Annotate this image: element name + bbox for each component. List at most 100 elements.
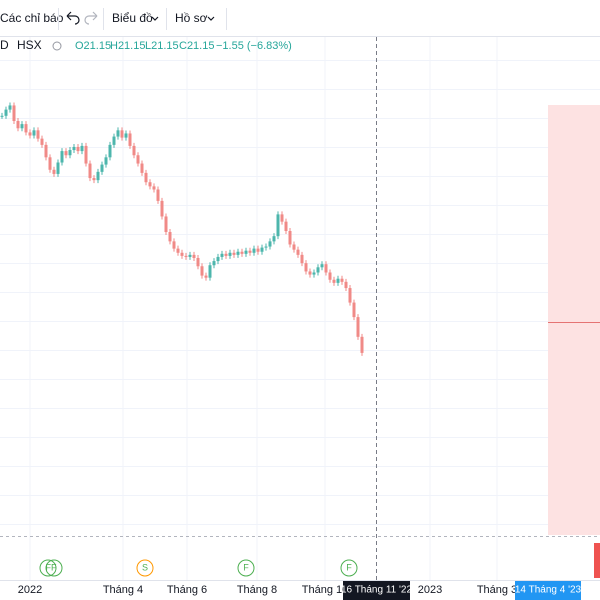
candle [228,252,232,256]
x-label: Tháng 6 [167,584,207,596]
candle [92,178,96,181]
candle [284,221,288,231]
candle [140,163,144,173]
candle [148,182,152,187]
event-label: FF [46,562,57,572]
candle [104,157,108,165]
candle [212,261,216,266]
selected-label: 14 Tháng 4 '23 [515,585,582,596]
candle [36,130,40,139]
candle [316,267,320,273]
x-label: Tháng 10 [302,584,348,596]
event-marker[interactable] [237,559,255,577]
candle [124,133,128,138]
candle [4,109,8,116]
candle [320,264,324,268]
candle [304,263,308,272]
chevron [207,16,215,21]
candle [192,254,196,258]
event-label: F [243,562,249,572]
candle [160,200,164,217]
event-label: F [346,562,352,572]
candle [288,230,292,245]
selected-label-bg [515,581,581,600]
candle [44,144,48,158]
candle [300,254,304,264]
legend-toggle[interactable] [52,41,62,51]
candle [296,249,300,255]
candle [28,132,32,136]
position-marker [594,543,600,578]
candle [348,288,352,303]
event-label: S [142,562,148,572]
candles [0,102,364,356]
candle [100,164,104,172]
candle [200,266,204,276]
candle [60,151,64,163]
candle [128,133,132,146]
toolbar: Các chỉ báo Biểu đồ Hồ sơ [0,0,600,37]
candle [196,257,200,267]
horizontal-grid [0,60,600,525]
candle [156,189,160,201]
candle [356,317,360,337]
open: O21.15 [75,40,111,52]
candle [264,246,268,248]
candle [168,232,172,242]
x-label: Tháng 4 [103,584,143,596]
candle [72,146,76,151]
candle [76,146,80,152]
candle [48,157,52,170]
candle [136,155,140,164]
candle [112,136,116,145]
candle [188,254,192,257]
x-label: 2022 [18,584,42,596]
candle [308,271,312,275]
candle [144,172,148,183]
x-label: Tháng 8 [237,584,277,596]
event-marker[interactable] [39,559,57,577]
events: FF S F F [39,559,358,577]
candle [236,251,240,255]
candle [180,252,184,256]
undo-icon[interactable] [66,11,80,25]
chart-menu[interactable]: Biểu đồ [112,11,153,25]
candle [244,250,248,254]
profile-menu[interactable]: Hồ sơ [175,11,208,25]
event-marker[interactable] [45,559,63,577]
candle [164,216,168,233]
redo-icon[interactable] [84,11,98,25]
candle [272,236,276,242]
candle [352,302,356,318]
candle [340,278,344,282]
indicators-button[interactable]: Các chỉ báo [0,11,64,25]
candle [248,250,252,253]
candle [12,105,16,122]
candle [108,144,112,158]
candle [224,253,228,256]
candle [260,247,264,252]
candle [240,251,244,254]
candle [120,130,124,138]
candle [204,275,208,278]
close: C21.15 [179,40,214,52]
candle [96,171,100,181]
candle [312,272,316,275]
position-zone[interactable] [548,105,600,535]
candle [32,130,36,136]
candle [220,253,224,257]
event-marker[interactable] [340,559,358,577]
candle [332,279,336,283]
candle [256,248,260,252]
candle [16,121,20,129]
candle [0,115,4,117]
candle [292,244,296,250]
candle [84,145,88,164]
candle [40,138,44,145]
event-marker[interactable] [136,559,154,577]
candle [68,150,72,156]
high: H21.15 [110,40,145,52]
change: −1.55 (−6.83%) [216,40,292,52]
chevron [151,16,159,21]
